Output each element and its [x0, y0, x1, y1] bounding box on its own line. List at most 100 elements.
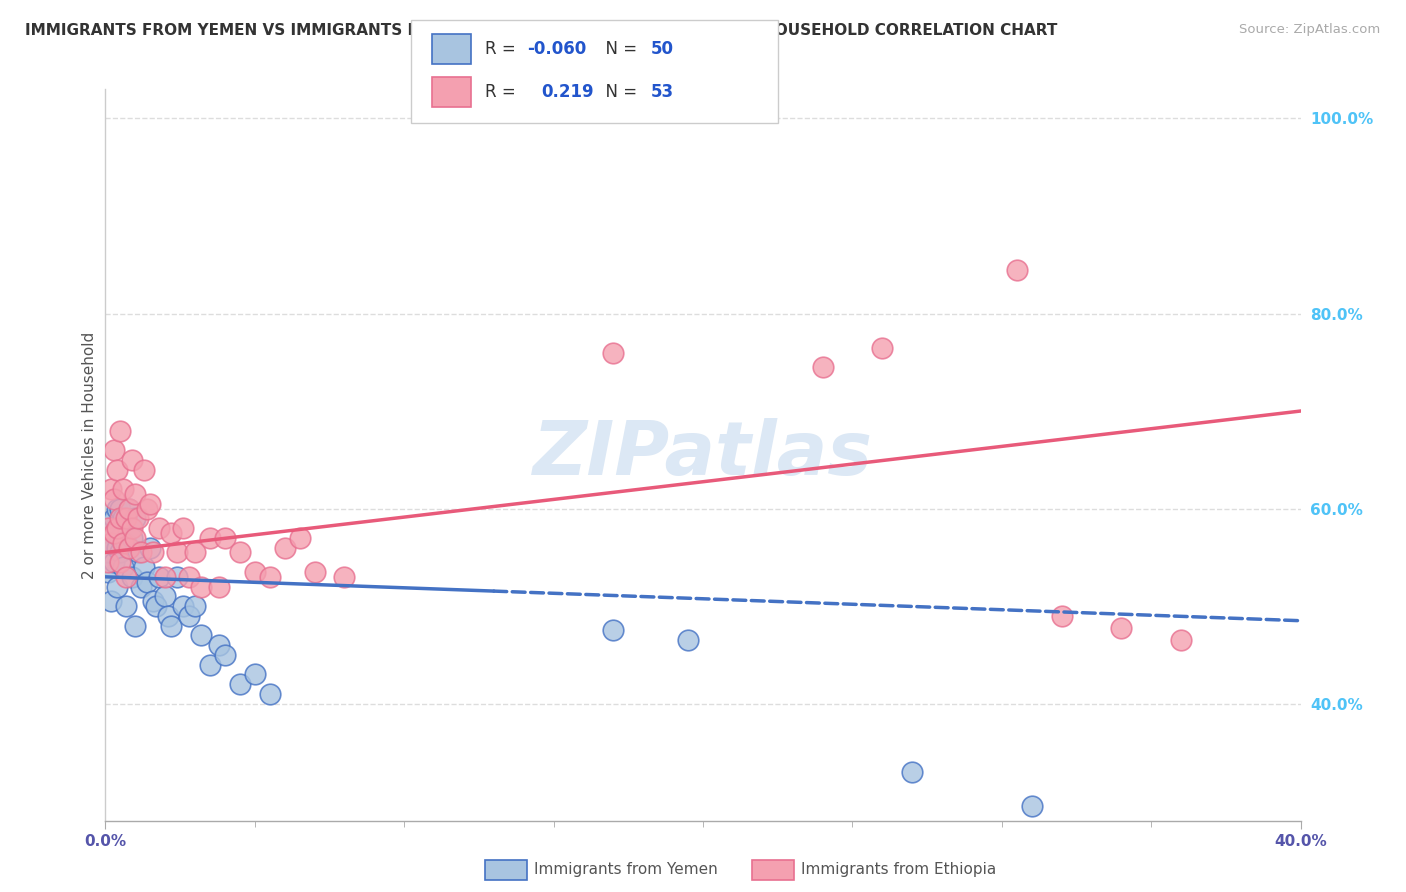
Text: 53: 53: [651, 83, 673, 101]
Point: [333, 570, 356, 584]
Point: [118, 501, 141, 516]
Point: [304, 565, 326, 579]
Text: -0.060: -0.060: [527, 40, 586, 58]
Text: IMMIGRANTS FROM YEMEN VS IMMIGRANTS FROM ETHIOPIA 2 OR MORE VEHICLES IN HOUSEHOL: IMMIGRANTS FROM YEMEN VS IMMIGRANTS FROM…: [25, 23, 1057, 38]
Text: ZIPatlas: ZIPatlas: [533, 418, 873, 491]
Point: [1111, 621, 1133, 635]
Point: [100, 516, 122, 531]
Point: [208, 638, 231, 652]
Point: [243, 565, 266, 579]
Point: [134, 560, 156, 574]
Text: R =: R =: [485, 40, 522, 58]
Point: [190, 628, 212, 642]
Point: [118, 541, 141, 555]
Point: [160, 525, 183, 540]
Text: 0.219: 0.219: [541, 83, 593, 101]
Point: [139, 541, 162, 555]
Point: [208, 580, 231, 594]
Point: [155, 570, 177, 584]
Point: [103, 443, 125, 458]
Point: [214, 648, 236, 662]
Point: [115, 511, 138, 525]
Point: [198, 531, 221, 545]
Text: N =: N =: [595, 40, 643, 58]
Text: R =: R =: [485, 83, 531, 101]
Text: Source: ZipAtlas.com: Source: ZipAtlas.com: [1240, 23, 1381, 37]
Point: [145, 599, 167, 613]
Point: [602, 345, 624, 359]
Point: [127, 511, 149, 525]
Point: [602, 624, 624, 638]
Point: [103, 525, 125, 540]
Point: [110, 424, 132, 438]
Point: [129, 545, 153, 559]
Point: [103, 555, 125, 569]
Point: [172, 599, 194, 613]
Point: [124, 618, 146, 632]
Point: [214, 531, 236, 545]
Point: [107, 541, 129, 555]
Point: [160, 618, 183, 632]
Point: [112, 482, 135, 496]
Point: [100, 535, 122, 549]
Point: [166, 545, 188, 559]
Point: [100, 535, 122, 549]
Point: [100, 594, 122, 608]
Point: [112, 560, 135, 574]
Point: [273, 541, 295, 555]
Point: [259, 570, 281, 584]
Point: [118, 541, 141, 555]
Point: [121, 531, 143, 545]
Point: [107, 580, 129, 594]
Point: [259, 687, 281, 701]
Point: [872, 341, 894, 355]
Point: [148, 570, 170, 584]
Point: [1050, 608, 1073, 623]
Point: [124, 511, 146, 525]
Point: [177, 608, 201, 623]
Text: N =: N =: [595, 83, 643, 101]
Point: [110, 501, 132, 516]
Point: [124, 531, 146, 545]
Point: [676, 633, 699, 648]
Point: [288, 531, 311, 545]
Point: [184, 599, 207, 613]
Point: [166, 570, 188, 584]
Text: 50: 50: [651, 40, 673, 58]
Point: [110, 545, 132, 559]
Point: [184, 545, 207, 559]
Point: [136, 501, 159, 516]
Point: [142, 594, 165, 608]
Point: [121, 521, 143, 535]
Point: [121, 452, 143, 467]
Y-axis label: 2 or more Vehicles in Household: 2 or more Vehicles in Household: [82, 331, 97, 579]
Point: [121, 570, 143, 584]
Point: [97, 521, 120, 535]
Point: [100, 482, 122, 496]
Point: [112, 535, 135, 549]
Point: [112, 511, 135, 525]
Point: [127, 545, 149, 559]
Point: [97, 555, 120, 569]
Point: [148, 521, 170, 535]
Point: [103, 491, 125, 506]
Point: [107, 521, 129, 535]
Point: [103, 511, 125, 525]
Point: [110, 511, 132, 525]
Text: Immigrants from Yemen: Immigrants from Yemen: [534, 863, 718, 877]
Point: [229, 677, 252, 691]
Point: [172, 521, 194, 535]
Point: [97, 545, 120, 559]
Point: [107, 501, 129, 516]
Point: [110, 555, 132, 569]
Point: [139, 497, 162, 511]
Point: [129, 580, 153, 594]
Point: [1021, 799, 1043, 814]
Point: [177, 570, 201, 584]
Point: [118, 501, 141, 516]
Point: [1005, 262, 1028, 277]
Point: [107, 462, 129, 476]
Point: [142, 545, 165, 559]
Point: [115, 599, 138, 613]
Point: [229, 545, 252, 559]
